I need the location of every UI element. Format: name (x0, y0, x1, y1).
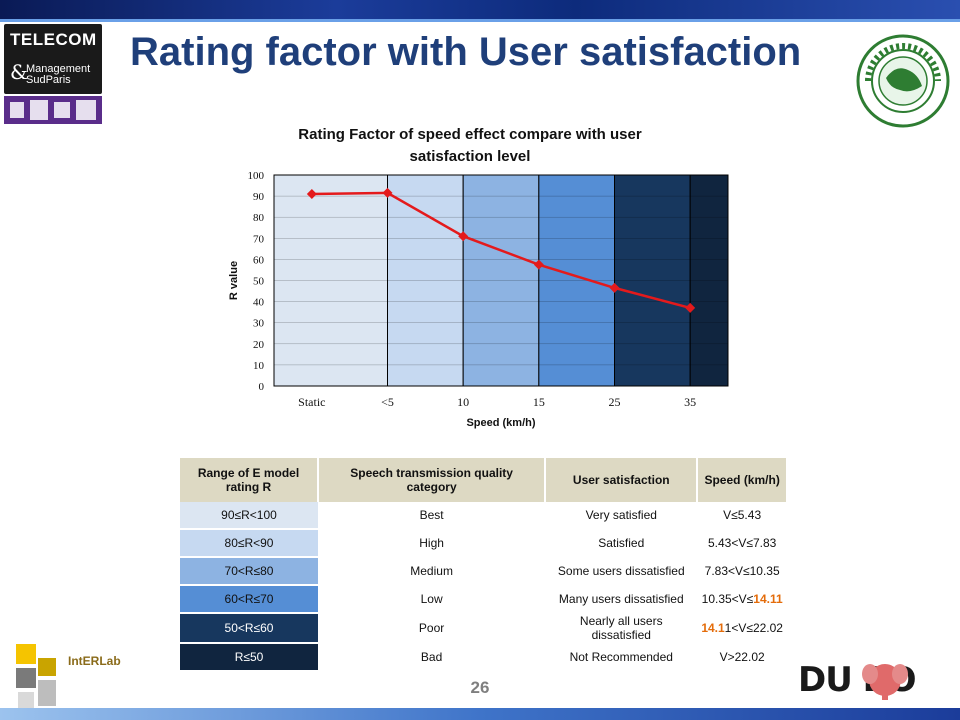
chart-title: Rating Factor of speed effect compare wi… (260, 124, 680, 168)
header-category: Speech transmission quality category (318, 458, 547, 502)
speed-text: V>22.02 (719, 650, 765, 664)
y-axis-title: R value (228, 261, 240, 300)
chart-title-line2: satisfaction level (409, 148, 531, 165)
interlab-logo-text: IntERLab (68, 654, 121, 668)
data-point (458, 231, 469, 242)
telecom-logo: TELECOM & Management SudParis (4, 24, 102, 94)
category-cell: Bad (318, 643, 546, 672)
header-speed: Speed (km/h) (697, 458, 788, 502)
x-tick-label: 25 (609, 395, 621, 409)
telecom-logo-sudparis: SudParis (26, 74, 71, 86)
speed-cell: 5.43<V≤7.83 (697, 529, 787, 558)
range-cell: 60<R≤70 (180, 585, 318, 614)
category-cell: Medium (318, 557, 546, 586)
background-band (538, 174, 615, 387)
table-row: R≤50 Bad Not Recommended V>22.02 (180, 643, 787, 672)
table-row: 50<R≤60 Poor Nearly all users dissatisfi… (180, 613, 787, 644)
range-cell: 70<R≤80 (180, 557, 318, 586)
speed-highlight: 14.11 (753, 592, 783, 606)
data-point (306, 188, 317, 199)
bottom-banner (0, 708, 960, 720)
telecom-logo-sub: Management SudParis (26, 64, 90, 86)
elephant-icon (862, 664, 908, 700)
telecom-logo-management: Management (26, 63, 91, 75)
y-tick-label: 40 (253, 297, 265, 309)
slide-title: Rating factor with User satisfaction (130, 30, 802, 74)
y-tick-label: 60 (253, 254, 265, 266)
series-line (311, 191, 691, 310)
table-row: 80≤R<90 High Satisfied 5.43<V≤7.83 (180, 529, 787, 558)
rating-table: Range of E model rating R Speech transmi… (180, 458, 788, 672)
satisfaction-cell: Many users dissatisfied (545, 585, 698, 614)
background-band (462, 174, 540, 387)
header-range: Range of E model rating R (180, 458, 319, 502)
speed-cell: V>22.02 (697, 643, 787, 672)
speed-text: 1<V≤22.02 (724, 621, 783, 635)
data-point (685, 302, 696, 313)
x-tick-label: Static (298, 395, 325, 409)
data-point (382, 187, 393, 198)
chart-title-line1: Rating Factor of speed effect compare wi… (298, 126, 642, 143)
speed-cell: 7.83<V≤10.35 (697, 557, 787, 586)
y-tick-label: 80 (253, 212, 265, 224)
y-tick-label: 10 (253, 360, 265, 372)
category-cell: High (318, 529, 546, 558)
speed-text: 10.35<V≤ (701, 592, 754, 606)
speed-text: 5.43<V≤7.83 (708, 536, 777, 550)
y-tick-label: 30 (253, 318, 265, 330)
y-tick-label: 50 (253, 276, 265, 288)
speed-text: 7.83<V≤10.35 (704, 564, 780, 578)
satisfaction-cell: Nearly all users dissatisfied (545, 613, 698, 644)
background-band (614, 174, 691, 387)
range-cell: 80≤R<90 (180, 529, 318, 558)
background-band (387, 174, 464, 387)
background-band (689, 174, 729, 387)
telecom-logo-amp: & (10, 60, 28, 84)
table-row: 70<R≤80 Medium Some users dissatisfied 7… (180, 557, 787, 586)
table-row: 60<R≤70 Low Many users dissatisfied 10.3… (180, 585, 787, 614)
category-cell: Poor (318, 613, 546, 644)
satisfaction-cell: Not Recommended (545, 643, 698, 672)
satisfaction-cell: Very satisfied (545, 502, 698, 530)
category-cell: Low (318, 585, 546, 614)
header-satisfaction: User satisfaction (545, 458, 699, 502)
satisfaction-cell: Some users dissatisfied (545, 557, 698, 586)
institute-mark-icon (4, 96, 102, 124)
x-tick-label: 10 (457, 395, 469, 409)
speed-cell: 14.11<V≤22.02 (697, 613, 787, 644)
background-band (273, 174, 388, 387)
telecom-logo-word: TELECOM (10, 30, 97, 49)
range-cell: R≤50 (180, 643, 318, 672)
satisfaction-cell: Satisfied (545, 529, 698, 558)
x-axis-title: Speed (km/h) (466, 417, 535, 429)
speed-highlight: 14.1 (701, 621, 725, 635)
category-cell: Best (318, 502, 546, 530)
y-tick-label: 100 (248, 170, 265, 182)
speed-cell: 10.35<V≤14.11 (697, 585, 787, 614)
y-tick-label: 20 (253, 339, 265, 351)
y-tick-label: 90 (253, 191, 265, 203)
range-cell: 90≤R<100 (180, 502, 318, 530)
ait-seal-icon (856, 34, 950, 133)
table-row: 90≤R<100 Best Very satisfied V≤5.43 (180, 502, 787, 530)
y-tick-label: 0 (259, 381, 265, 393)
range-cell: 50<R≤60 (180, 613, 318, 644)
dumbo-logo: DU BO (798, 656, 948, 702)
table-header-row: Range of E model rating R Speech transmi… (180, 458, 788, 502)
x-tick-label: <5 (381, 395, 394, 409)
data-point (533, 259, 544, 270)
speed-text: V≤5.43 (723, 508, 762, 522)
x-tick-label: 15 (533, 395, 545, 409)
top-banner (0, 0, 960, 22)
interlab-logo: IntERLab (10, 640, 170, 712)
x-tick-label: 35 (684, 395, 696, 409)
speed-cell: V≤5.43 (697, 502, 787, 530)
data-point (609, 282, 620, 293)
page-number: 26 (470, 678, 490, 697)
y-tick-label: 70 (253, 233, 265, 245)
